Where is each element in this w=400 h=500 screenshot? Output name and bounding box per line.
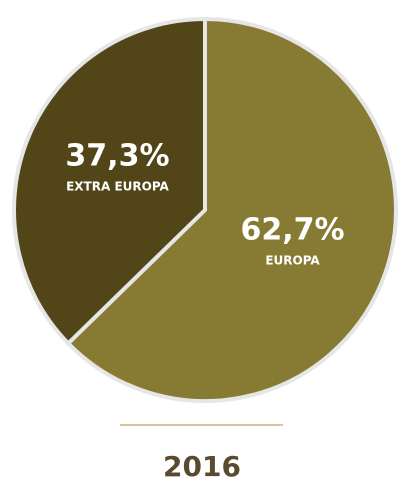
pie-slice xyxy=(12,17,207,346)
slice-value-label: 62,7% xyxy=(240,212,344,247)
slice-value-label: 37,3% xyxy=(65,139,169,174)
slice-category-label: EUROPA xyxy=(265,253,320,267)
pie-slice xyxy=(66,17,398,403)
slice-category-label: EXTRA EUROPA xyxy=(66,180,169,194)
chart-title: 2016 xyxy=(163,450,241,483)
pie xyxy=(12,17,398,403)
